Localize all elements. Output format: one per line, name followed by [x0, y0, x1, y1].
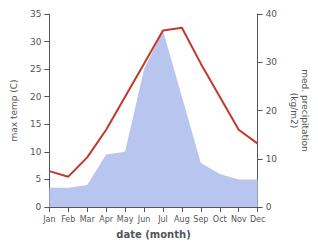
svg-text:Jan: Jan [42, 215, 55, 224]
svg-text:Aug: Aug [174, 215, 190, 224]
svg-text:0: 0 [36, 202, 42, 212]
svg-text:Jul: Jul [157, 215, 168, 224]
svg-text:25: 25 [30, 64, 41, 74]
svg-text:med. precipitation: med. precipitation [300, 69, 310, 151]
svg-text:Dec: Dec [250, 215, 265, 224]
svg-text:40: 40 [266, 9, 278, 19]
svg-text:Oct: Oct [213, 215, 227, 224]
svg-text:0: 0 [266, 202, 272, 212]
svg-text:10: 10 [266, 154, 278, 164]
svg-text:20: 20 [30, 92, 42, 102]
svg-text:10: 10 [30, 147, 42, 157]
svg-text:May: May [117, 215, 134, 224]
svg-text:date (month): date (month) [116, 229, 190, 240]
svg-text:20: 20 [266, 106, 278, 116]
svg-text:5: 5 [36, 174, 42, 184]
svg-text:Feb: Feb [61, 215, 75, 224]
svg-text:Apr: Apr [99, 215, 114, 224]
svg-text:Sep: Sep [193, 215, 208, 224]
svg-text:Jun: Jun [137, 215, 151, 224]
svg-text:15: 15 [30, 119, 41, 129]
svg-text:30: 30 [30, 37, 42, 47]
svg-text:(kg/m2): (kg/m2) [289, 93, 299, 128]
svg-text:30: 30 [266, 57, 278, 67]
svg-text:Nov: Nov [231, 215, 247, 224]
svg-text:max temp (C): max temp (C) [9, 79, 19, 141]
svg-text:35: 35 [30, 9, 41, 19]
svg-text:Mar: Mar [80, 215, 96, 224]
